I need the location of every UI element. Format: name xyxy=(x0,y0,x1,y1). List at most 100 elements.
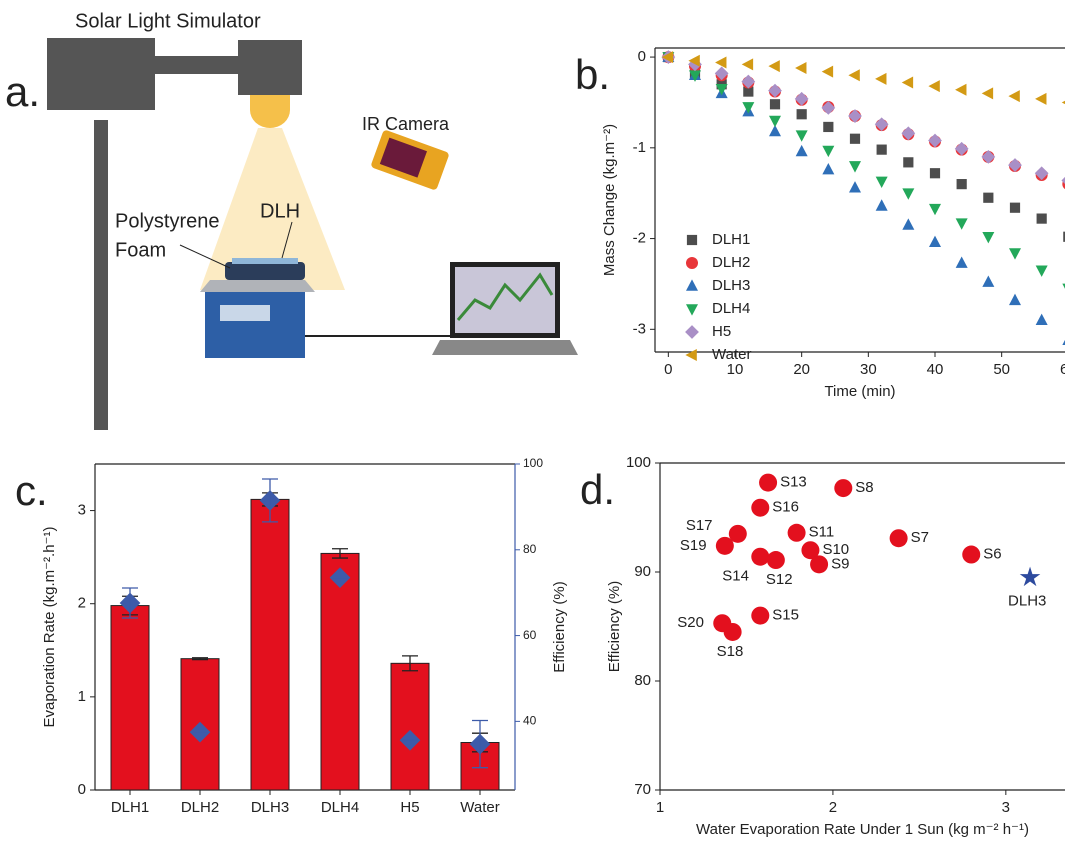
balance-display xyxy=(220,305,270,321)
foam-label: Foam xyxy=(115,239,166,261)
y-axis-title: Mass Change (kg.m⁻²) xyxy=(601,124,618,276)
marker xyxy=(823,122,833,132)
marker xyxy=(876,199,888,210)
legend-marker xyxy=(687,235,697,245)
x-tick-label: 1 xyxy=(656,799,664,816)
x-axis-title: Water Evaporation Rate Under 1 Sun (kg m… xyxy=(696,821,1029,838)
x-tick-label: 0 xyxy=(664,361,672,378)
x-tick-label: 3 xyxy=(1002,799,1010,816)
marker xyxy=(1020,567,1041,587)
legend-marker xyxy=(685,349,696,361)
point-label: S18 xyxy=(717,643,744,660)
foam xyxy=(225,262,305,280)
y-tick-label: -2 xyxy=(633,230,646,247)
x-tick-label: 30 xyxy=(860,361,877,378)
x-tick-label: 40 xyxy=(927,361,944,378)
marker xyxy=(848,69,859,81)
stand-pole xyxy=(94,120,108,430)
camera-label: IR Camera xyxy=(362,114,450,134)
balance-top xyxy=(200,280,315,292)
stand-arm xyxy=(155,56,240,74)
legend-label: DLH3 xyxy=(712,277,750,294)
x-tick-label: 20 xyxy=(793,361,810,378)
setup-diagram: a. Solar Light Simulator IR Camera DLH P… xyxy=(5,10,578,430)
y-tick-label: 80 xyxy=(634,672,651,689)
marker xyxy=(928,134,942,148)
marker xyxy=(890,529,908,547)
marker xyxy=(957,179,967,189)
marker xyxy=(982,276,994,287)
marker xyxy=(982,232,994,243)
point-label: S19 xyxy=(680,537,707,554)
marker xyxy=(962,546,980,564)
marker xyxy=(877,145,887,155)
x-tick-label: Water xyxy=(460,799,499,816)
y-tick-label: 100 xyxy=(626,454,651,471)
x-tick-label: DLH3 xyxy=(251,799,289,816)
point-label: S11 xyxy=(809,524,835,541)
point-label: S6 xyxy=(983,546,1001,563)
marker xyxy=(788,524,806,542)
point-label: S9 xyxy=(831,555,849,572)
marker xyxy=(902,76,913,88)
legend-marker xyxy=(685,325,699,339)
y-tick-label: 90 xyxy=(634,563,651,580)
x-tick-label: 50 xyxy=(993,361,1010,378)
point-label: S13 xyxy=(780,474,807,491)
marker xyxy=(1008,90,1019,102)
marker xyxy=(742,102,754,113)
marker xyxy=(822,163,834,174)
marker xyxy=(1010,203,1020,213)
marker xyxy=(930,168,940,178)
marker xyxy=(956,256,968,267)
y2-tick-label: 100 xyxy=(523,456,543,470)
foam-label: Polystyrene xyxy=(115,210,220,232)
marker xyxy=(956,218,968,229)
point-label: S17 xyxy=(686,517,713,534)
lamp-head xyxy=(238,40,302,95)
marker xyxy=(928,80,939,92)
legend-label: H5 xyxy=(712,323,731,340)
marker xyxy=(716,537,734,555)
marker xyxy=(1036,266,1048,277)
marker xyxy=(901,126,915,140)
ir-camera xyxy=(370,129,449,191)
point-label: S15 xyxy=(772,607,799,624)
marker xyxy=(822,66,833,78)
marker xyxy=(982,87,993,99)
y2-tick-label: 80 xyxy=(523,542,537,556)
marker xyxy=(875,117,889,131)
marker xyxy=(1036,314,1048,325)
y2-axis-title: Efficiency (%) xyxy=(551,581,568,672)
panel-label: c. xyxy=(15,467,48,514)
stand-box xyxy=(47,38,155,110)
marker xyxy=(834,479,852,497)
x-tick-label: 2 xyxy=(829,799,837,816)
y2-tick-label: 40 xyxy=(523,714,537,728)
bar xyxy=(391,663,429,790)
legend-marker xyxy=(686,257,698,269)
x-tick-label: 10 xyxy=(727,361,744,378)
bar xyxy=(321,553,359,790)
panel-label: b. xyxy=(575,51,610,98)
y-tick-label: 2 xyxy=(78,595,86,612)
x-tick-label: DLH2 xyxy=(181,799,219,816)
point-label: S16 xyxy=(772,499,799,516)
point-label: S14 xyxy=(722,568,749,585)
y-tick-label: -3 xyxy=(633,320,646,337)
y-tick-label: 3 xyxy=(78,502,86,519)
marker xyxy=(849,161,861,172)
marker xyxy=(716,84,728,95)
marker xyxy=(902,218,914,229)
y-tick-label: 0 xyxy=(638,48,646,65)
marker xyxy=(876,177,888,188)
marker xyxy=(768,84,782,98)
marker xyxy=(849,181,861,192)
marker xyxy=(795,92,809,106)
marker xyxy=(797,109,807,119)
panel-label: a. xyxy=(5,68,40,115)
marker xyxy=(848,109,862,123)
point-label: S7 xyxy=(911,529,929,546)
marker xyxy=(983,193,993,203)
y-tick-label: 0 xyxy=(78,781,86,798)
